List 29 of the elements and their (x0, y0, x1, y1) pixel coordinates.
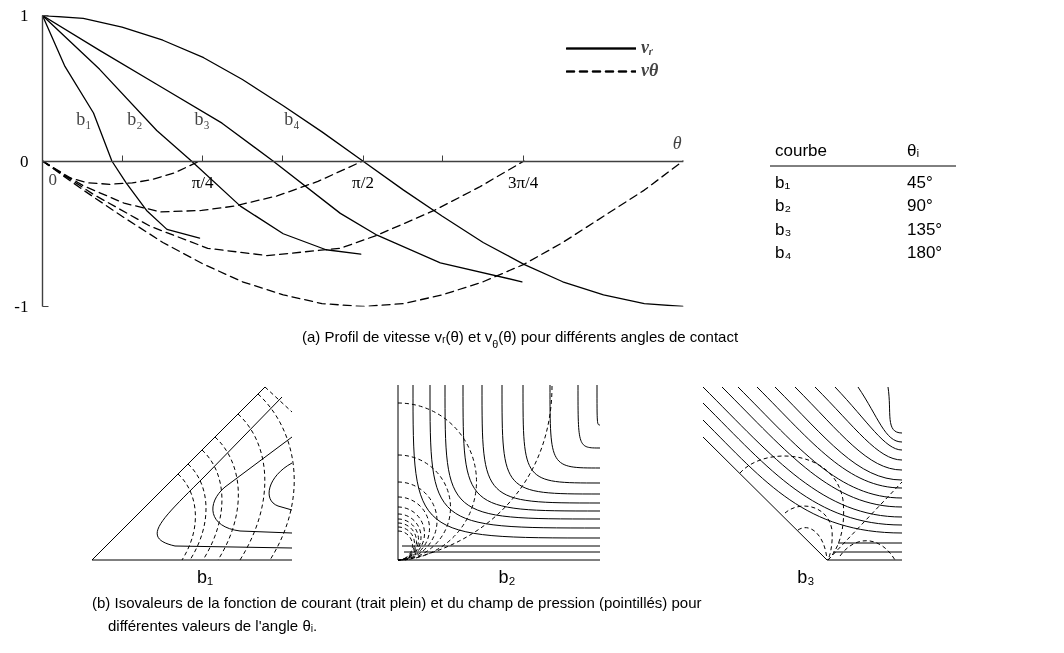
y-tick-label: -1 (14, 297, 29, 316)
annotation: b₂ (127, 108, 143, 129)
text: (a) Profil de vitesse vᵣ(θ) et v$_{θ}$(θ) pour différents angles de contact (301, 328, 739, 350)
annotation: b₄ (284, 108, 300, 129)
category-label: b₁ (196, 567, 214, 587)
x-axis-title: θ (672, 133, 682, 153)
y-tick-label: 1 (20, 6, 29, 25)
category-label: b₃ (797, 567, 815, 587)
text: b₁ (775, 172, 791, 192)
text: 135° (907, 219, 943, 239)
text: 45° (907, 172, 933, 192)
text: b₂ (775, 196, 792, 215)
annotation: b₃ (194, 108, 210, 129)
category-label: b₂ (498, 567, 516, 587)
text: θᵢ (907, 141, 920, 160)
x-tick-label: 3π/4 (507, 173, 539, 192)
annotation: b₁ (76, 108, 92, 129)
x-tick-label: π/4 (191, 173, 215, 192)
text: (b) Isovaleurs de la fonction de courant (trait plein) et du champ de pression (pointillés) pour différentes valeurs de l'angle θᵢ. (92, 594, 702, 634)
x-tick-label: π/2 (352, 173, 374, 192)
text: b₃ (775, 219, 792, 239)
legend-label: vθ (641, 60, 660, 81)
x-tick-label: 0 (48, 170, 57, 189)
text: b₄ (775, 243, 792, 262)
text: 90° (907, 196, 933, 215)
y-tick-label: 0 (20, 151, 29, 171)
legend-label: vᵣ (641, 37, 654, 58)
text: 180° (907, 243, 943, 262)
text: courbe (775, 141, 827, 160)
